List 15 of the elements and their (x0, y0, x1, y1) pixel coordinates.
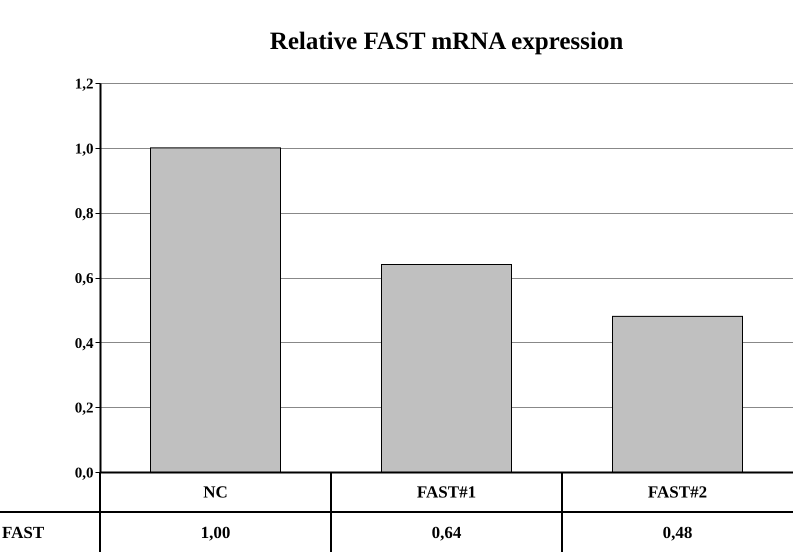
x-tick-label: FAST#1 (416, 482, 476, 502)
y-tick-label: 0,6 (74, 271, 94, 287)
y-tick-label: 0,0 (74, 466, 94, 482)
y-tick-label: 1,2 (74, 76, 94, 92)
chart-title: Relative FAST mRNA expression (270, 28, 624, 55)
y-tick-label: 0,2 (74, 400, 94, 417)
data-label: 1,00 (200, 523, 230, 542)
data-label: 0,64 (432, 523, 462, 542)
y-tick-label: 0,8 (74, 206, 94, 222)
x-tick-label: NC (203, 482, 228, 502)
x-tick-label: FAST#2 (648, 482, 708, 502)
y-tick-label: 0,4 (74, 336, 94, 352)
y-tick-label: 1,0 (74, 141, 94, 158)
data-label: 0,48 (662, 523, 692, 542)
text: FAST (2, 523, 45, 542)
